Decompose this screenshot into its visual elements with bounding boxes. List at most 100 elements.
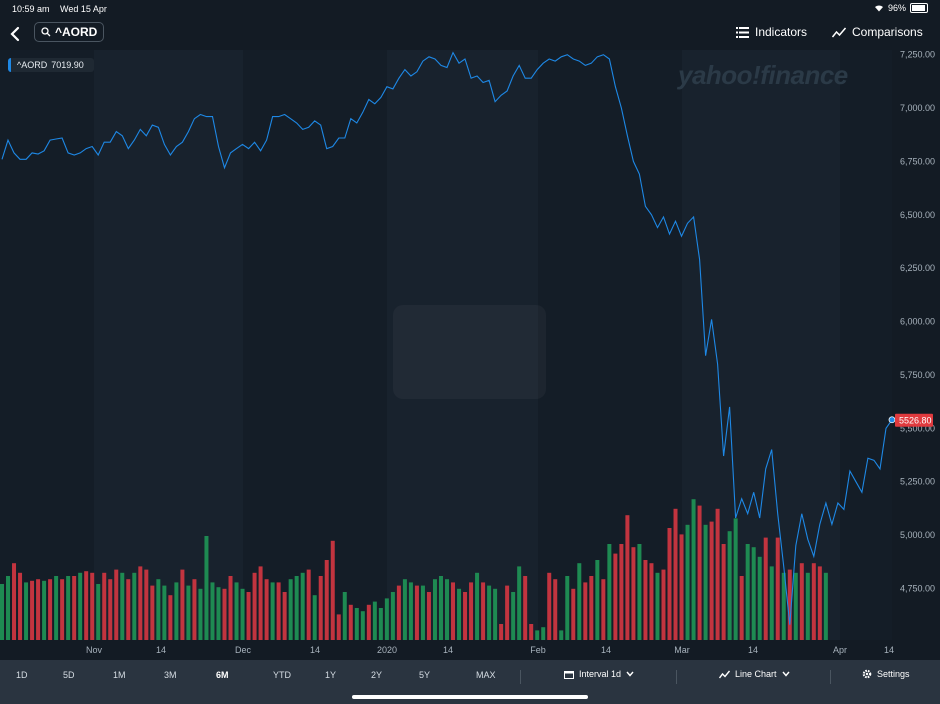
range-2y[interactable]: 2Y — [371, 670, 383, 680]
divider — [520, 670, 521, 684]
volume-bar — [378, 608, 383, 640]
interval-dropdown[interactable]: Interval 1d — [564, 669, 634, 679]
volume-bar — [150, 585, 155, 640]
volume-bar — [559, 630, 564, 640]
volume-bar — [577, 563, 582, 640]
x-axis-strip — [0, 640, 940, 660]
volume-bar — [354, 608, 359, 640]
search-text: ^AORD — [55, 25, 98, 39]
volume-bar — [6, 576, 11, 640]
volume-bar — [270, 582, 275, 640]
volume-bar — [793, 572, 798, 640]
volume-bar — [36, 579, 41, 640]
volume-bar — [120, 572, 125, 640]
range-5y[interactable]: 5Y — [419, 670, 431, 680]
volume-bar — [535, 630, 540, 640]
volume-bar — [426, 592, 431, 640]
volume-bar — [210, 582, 215, 640]
y-axis-panel — [892, 50, 940, 660]
volume-bar — [751, 547, 756, 640]
yahoo-finance-watermark: yahoo!finance — [678, 60, 848, 90]
back-chevron-icon[interactable] — [6, 24, 26, 44]
range-ytd[interactable]: YTD — [273, 670, 291, 680]
volume-bar — [318, 576, 323, 640]
volume-bar — [451, 582, 456, 640]
volume-bar — [252, 572, 257, 640]
range-1d[interactable]: 1D — [16, 670, 28, 680]
last-price-dot — [888, 416, 896, 424]
interval-label: Interval 1d — [579, 669, 622, 679]
volume-bar — [583, 582, 588, 640]
comparisons-button[interactable]: Comparisons — [832, 25, 923, 39]
range-6m[interactable]: 6M — [216, 670, 229, 680]
indicators-button[interactable]: Indicators — [736, 25, 807, 39]
volume-bar — [631, 547, 636, 640]
y-tick-label: 6,750.00 — [900, 156, 935, 166]
chart-type-dropdown[interactable]: Line Chart — [719, 669, 790, 679]
volume-bar — [781, 572, 786, 640]
x-tick-label: 14 — [748, 645, 758, 655]
volume-bar — [661, 569, 666, 640]
price-chart[interactable]: 7,250.00 7,000.00 6,750.00 6,500.00 6,250.00… — [0, 50, 940, 660]
volume-bar — [408, 582, 413, 640]
range-3m[interactable]: 3M — [164, 670, 177, 680]
volume-bar — [42, 580, 47, 640]
y-tick-label: 5,250.00 — [900, 477, 935, 487]
x-tick-label: 14 — [601, 645, 611, 655]
volume-bar — [601, 579, 606, 640]
volume-bar — [96, 584, 101, 640]
volume-bar — [90, 572, 95, 640]
range-max[interactable]: MAX — [476, 670, 496, 680]
volume-bar — [457, 588, 462, 640]
divider — [830, 670, 831, 684]
indicators-label: Indicators — [755, 25, 808, 39]
volume-bar — [258, 566, 263, 640]
volume-bar — [553, 579, 558, 640]
volume-bar — [288, 579, 293, 640]
volume-bar — [192, 579, 197, 640]
battery-percent: 96% — [887, 3, 906, 13]
volume-bar — [541, 627, 546, 640]
volume-bar — [445, 579, 449, 640]
volume-bar — [390, 592, 395, 640]
settings-label: Settings — [877, 669, 910, 679]
volume-bar — [685, 524, 690, 640]
chart-area[interactable]: 7,250.00 7,000.00 6,750.00 6,500.00 6,250.00… — [0, 50, 940, 660]
settings-button[interactable]: Settings — [862, 669, 910, 679]
volume-bar — [697, 505, 702, 640]
month-band — [538, 50, 682, 640]
search-icon — [41, 27, 51, 37]
volume-bar — [769, 566, 774, 640]
volume-bar — [306, 569, 311, 640]
volume-bar — [18, 572, 23, 640]
x-tick-label: 14 — [443, 645, 453, 655]
volume-bar — [709, 521, 714, 640]
volume-bar — [727, 531, 732, 640]
volume-bar — [469, 582, 474, 640]
volume-bar — [324, 560, 329, 640]
volume-bar — [414, 585, 419, 640]
volume-bar — [138, 566, 143, 640]
volume-bar — [198, 588, 203, 640]
volume-bar — [523, 576, 528, 640]
range-5d[interactable]: 5D — [63, 670, 75, 680]
range-1m[interactable]: 1M — [113, 670, 126, 680]
volume-bar — [571, 588, 576, 640]
battery-icon — [910, 3, 928, 13]
volume-bar — [715, 508, 720, 640]
month-band — [94, 50, 243, 640]
month-band — [243, 50, 387, 640]
y-tick-label: 4,750.00 — [900, 583, 935, 593]
volume-bar — [775, 537, 780, 640]
volume-bar — [643, 560, 648, 640]
volume-bar — [649, 563, 654, 640]
status-bar: 10:59 am Wed 15 Apr 96% — [0, 0, 940, 18]
range-1y[interactable]: 1Y — [325, 670, 337, 680]
search-field[interactable]: ^AORD — [34, 22, 104, 42]
chevron-down-icon — [626, 671, 634, 677]
volume-bar — [264, 579, 269, 640]
volume-bar — [246, 592, 251, 640]
volume-bar — [619, 544, 624, 640]
trend-line-icon — [832, 27, 846, 37]
volume-bar — [234, 582, 239, 640]
